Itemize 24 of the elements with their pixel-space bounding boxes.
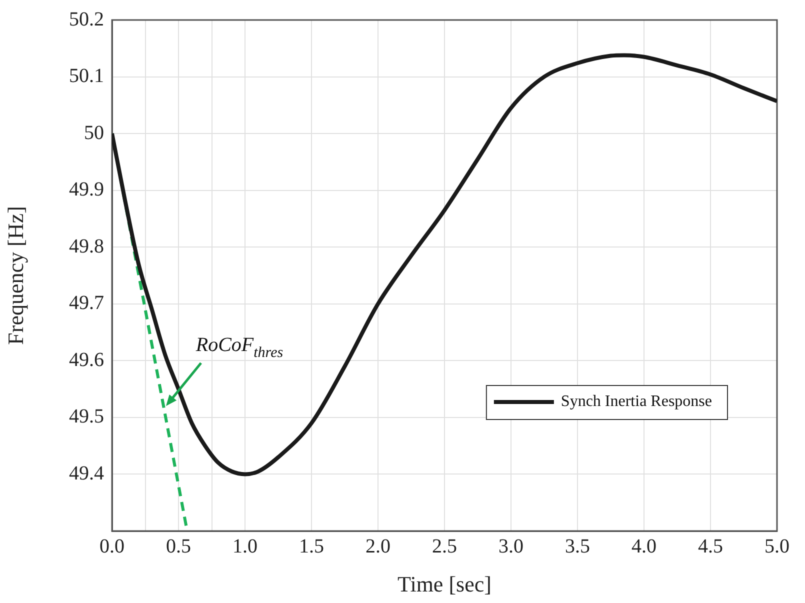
x-axis-title: Time [sec] <box>398 572 492 597</box>
y-tick-label: 49.4 <box>69 462 104 484</box>
x-tick-label: 0.5 <box>166 535 191 558</box>
x-tick-label: 3.5 <box>565 535 590 558</box>
x-tick-label: 2.5 <box>432 535 457 558</box>
legend-label: Synch Inertia Response <box>560 393 712 410</box>
y-tick-label: 50.2 <box>69 8 104 30</box>
y-tick-label: 49.8 <box>69 235 104 258</box>
y-axis-title: Frequency [Hz] <box>2 206 28 345</box>
x-tick-label: 5.0 <box>764 535 790 558</box>
x-tick-label: 2.0 <box>366 535 390 558</box>
x-tick-label: 1.0 <box>232 535 258 558</box>
y-tick-label: 49.7 <box>69 292 104 314</box>
y-tick-label: 49.9 <box>69 178 104 201</box>
line-series <box>112 53 777 476</box>
x-tick-label: 3.0 <box>498 535 524 558</box>
x-tick-label: 4.5 <box>698 535 723 558</box>
y-tick-label: 49.5 <box>69 406 104 428</box>
y-tick-label: 50.1 <box>69 65 104 88</box>
x-tick-label: 4.0 <box>632 535 656 558</box>
y-tick-label: 49.6 <box>69 348 104 371</box>
x-tick-label: 1.5 <box>299 535 324 558</box>
x-tick-label: 0.0 <box>100 535 124 558</box>
y-tick-label: 50 <box>84 122 104 144</box>
